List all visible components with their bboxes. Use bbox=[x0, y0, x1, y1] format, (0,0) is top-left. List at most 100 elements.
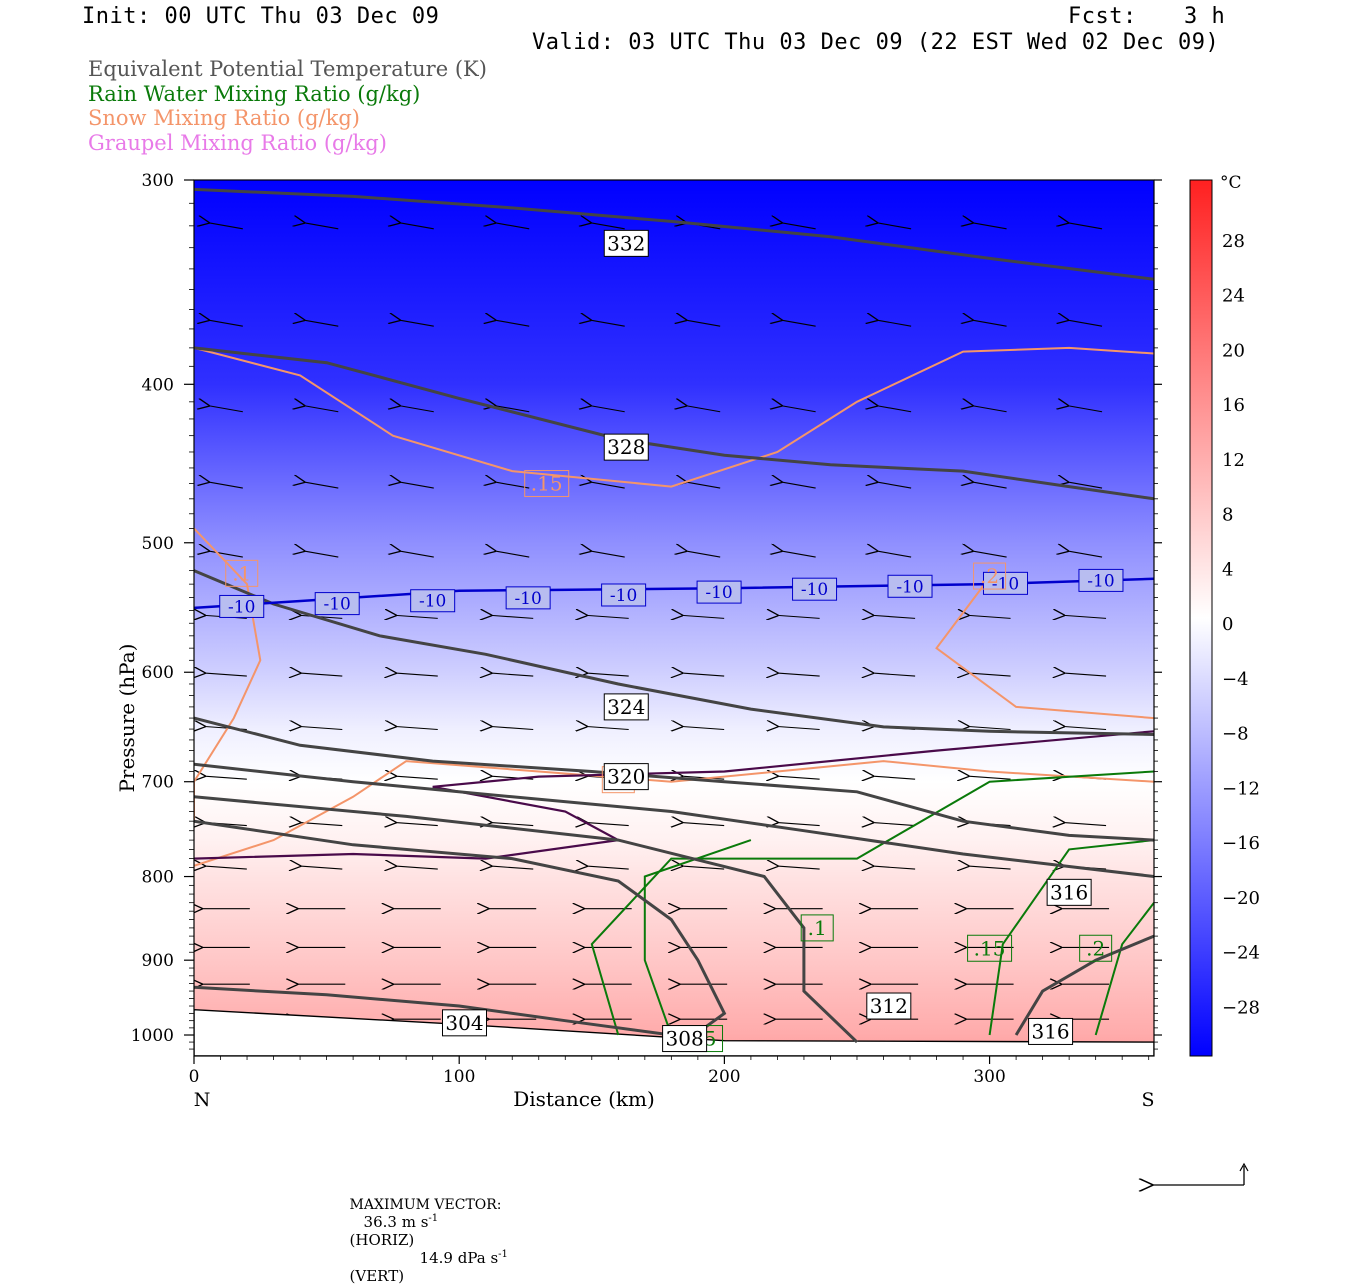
wind-arrow bbox=[973, 482, 1007, 489]
rain-contours bbox=[590, 770, 1154, 1036]
isotherm-label: -10 bbox=[896, 577, 923, 597]
wind-arrow bbox=[1068, 482, 1103, 489]
colorbar-tick-label: 24 bbox=[1222, 286, 1245, 307]
wind-arrow bbox=[591, 320, 625, 327]
wind-arrow bbox=[495, 223, 530, 230]
isotherm-label-box bbox=[601, 583, 647, 607]
theta-e-contour-line bbox=[194, 569, 1154, 736]
wind-arrow bbox=[877, 320, 912, 327]
snow-contour-line bbox=[194, 527, 262, 822]
theta-e-contour-line bbox=[194, 346, 1154, 501]
plot-frame bbox=[193, 179, 1155, 1057]
footer-horiz-exp: -1 bbox=[428, 1213, 439, 1224]
isotherm-label: -10 bbox=[610, 586, 637, 606]
theta-e-contour-label-box bbox=[603, 433, 649, 461]
x-tick-label: 0 bbox=[189, 1067, 200, 1087]
wind-arrow bbox=[587, 866, 629, 869]
y-tick-label: 500 bbox=[142, 534, 174, 554]
init-time: Init: 00 UTC Thu 03 Dec 09 bbox=[82, 4, 440, 29]
wind-arrow bbox=[877, 223, 912, 230]
rain-contour-line bbox=[1094, 902, 1154, 1036]
wind-arrow bbox=[396, 776, 438, 779]
wind-arrow bbox=[969, 615, 1011, 618]
legend-rain-text: Rain Water Mixing Ratio (g/kg) bbox=[88, 82, 421, 106]
isotherm-label-box bbox=[219, 594, 265, 618]
wind-arrow bbox=[304, 551, 339, 558]
theta-e-contour-line bbox=[194, 762, 1154, 878]
wind-arrow bbox=[1064, 823, 1107, 826]
wind-arrow bbox=[400, 482, 434, 489]
wind-arrow bbox=[682, 866, 725, 869]
isotherm-label: -10 bbox=[705, 583, 732, 603]
y-tick-label: 700 bbox=[142, 773, 174, 793]
isotherm-label: -10 bbox=[1087, 571, 1114, 591]
theta-e-contour-label: 328 bbox=[607, 435, 645, 459]
isotherm-label: -10 bbox=[324, 595, 351, 615]
wind-arrow bbox=[682, 615, 725, 618]
footer-max-vector-label: MAXIMUM VECTOR: bbox=[349, 1197, 502, 1213]
wind-arrow bbox=[1068, 223, 1103, 230]
theta-e-contour-label: 304 bbox=[445, 1011, 483, 1035]
wind-arrow bbox=[873, 866, 916, 869]
wind-arrow bbox=[973, 551, 1007, 558]
wind-arrow bbox=[778, 673, 820, 676]
rain-contour-label-box bbox=[967, 934, 1013, 962]
snow-contour-label-box bbox=[225, 559, 259, 587]
colorbar: °C 28 24 20 16 12 8 4 0 −4 −8 −12 −16 −20 −24 −28 bbox=[1189, 173, 1260, 1057]
wind-arrow bbox=[877, 551, 912, 558]
wind-arrow bbox=[969, 866, 1011, 869]
x-tick-label: 300 bbox=[973, 1067, 1005, 1087]
isotherm-label-box bbox=[505, 586, 551, 610]
isotherm-label-box bbox=[696, 580, 742, 604]
wind-arrow bbox=[591, 482, 625, 489]
y-tick-label: 800 bbox=[142, 868, 174, 888]
rain-contour-label: .2 bbox=[1086, 936, 1105, 960]
snow-contour-label: .15 bbox=[531, 472, 563, 496]
wind-arrow bbox=[300, 823, 343, 826]
wind-arrow bbox=[205, 776, 247, 779]
legend-graupel-text: Graupel Mixing Ratio (g/kg) bbox=[88, 131, 387, 155]
wind-arrow bbox=[587, 673, 629, 676]
wind-arrow bbox=[686, 406, 721, 413]
rain-contour-label: .1 bbox=[808, 916, 827, 940]
wind-arrow bbox=[782, 320, 816, 327]
north-label: N bbox=[194, 1089, 211, 1111]
wind-arrow bbox=[209, 482, 243, 489]
cross-section-chart: -10-10-10-10-10-10-10-10-10-10.15.1.2.2.… bbox=[115, 171, 1260, 1200]
footer-horiz-tag: (HORIZ) bbox=[349, 1231, 415, 1249]
wind-arrow bbox=[877, 482, 912, 489]
snow-contour-label-box bbox=[973, 562, 1007, 590]
wind-arrow bbox=[587, 823, 629, 826]
wind-arrow bbox=[491, 823, 534, 826]
isotherm-label-box bbox=[792, 577, 838, 601]
wind-arrow bbox=[778, 776, 820, 779]
south-label: S bbox=[1141, 1089, 1154, 1111]
snow-contour-label-box bbox=[524, 470, 570, 498]
rain-contour-label-box bbox=[1079, 934, 1113, 962]
wind-arrow bbox=[778, 866, 820, 869]
footer-max-vector: MAXIMUM VECTOR: 36.3 m s-1 (HORIZ) 14.9 … bbox=[340, 1177, 508, 1285]
x-tick-label: 100 bbox=[443, 1067, 475, 1087]
forecast-label: Fcst: bbox=[1068, 4, 1137, 29]
wind-arrow bbox=[304, 482, 339, 489]
wind-arrow bbox=[778, 615, 820, 618]
wind-arrow bbox=[973, 406, 1007, 413]
theta-e-contour-label: 332 bbox=[607, 231, 645, 255]
rain-contour-label-box bbox=[800, 914, 834, 942]
wind-arrow bbox=[495, 482, 530, 489]
colorbar-scale bbox=[1189, 179, 1213, 1057]
wind-arrow bbox=[396, 673, 438, 676]
isotherm-label-box bbox=[314, 592, 360, 616]
wind-arrow bbox=[591, 551, 625, 558]
theta-e-contour-label-box bbox=[603, 229, 649, 257]
colorbar-tick-label: −24 bbox=[1222, 943, 1260, 964]
theta-e-contour-label-box bbox=[866, 992, 912, 1020]
wind-arrow bbox=[973, 320, 1007, 327]
wind-arrow bbox=[400, 223, 434, 230]
max-vector-vertical-head bbox=[1239, 1162, 1249, 1172]
footer-vert-tag: (VERT) bbox=[349, 1267, 405, 1285]
snow-contour-label: .2 bbox=[980, 564, 999, 588]
wind-arrow bbox=[304, 320, 339, 327]
wind-arrow bbox=[686, 482, 721, 489]
colorbar-tick-label: 28 bbox=[1222, 231, 1245, 252]
